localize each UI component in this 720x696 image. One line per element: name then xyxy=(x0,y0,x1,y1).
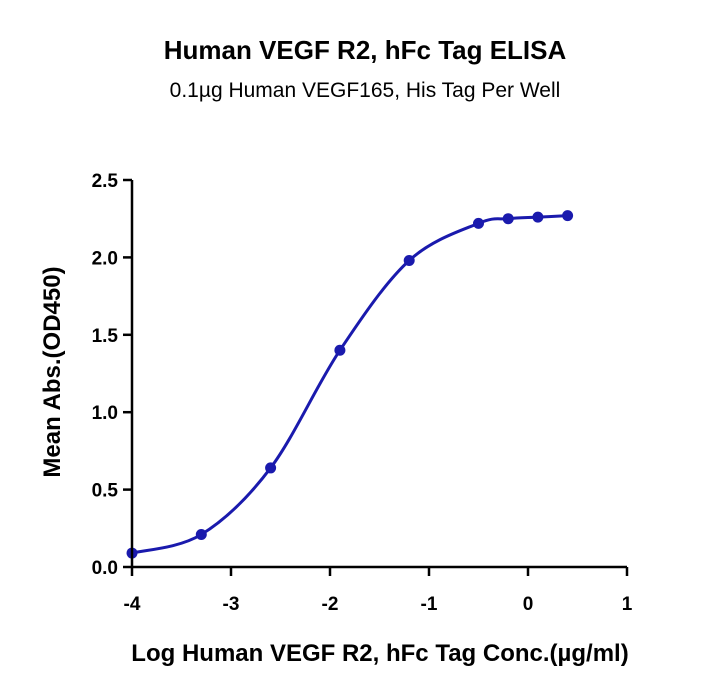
fit-curve xyxy=(131,214,568,555)
x-axis-ticks: -4 -3 -2 -1 0 1 xyxy=(124,567,633,615)
plot-area xyxy=(126,210,574,559)
data-points xyxy=(126,210,574,559)
x-tick-label: 1 xyxy=(622,594,633,615)
x-tick-label: -3 xyxy=(223,594,240,615)
y-tick-label: 2.0 xyxy=(92,248,118,269)
x-tick-label: -2 xyxy=(322,594,339,615)
chart-subtitle: 0.1µg Human VEGF165, His Tag Per Well xyxy=(170,79,561,102)
data-point xyxy=(265,462,277,474)
y-tick-label: 1.0 xyxy=(92,403,118,424)
data-point xyxy=(334,344,346,356)
y-axis-label: Mean Abs.(OD450) xyxy=(39,266,66,477)
axes: -4 -3 -2 -1 0 1 0.0 0.5 1.0 1.5 2.0 2.5 xyxy=(92,171,633,615)
y-tick-label: 0.0 xyxy=(92,558,118,579)
x-tick-label: -4 xyxy=(124,594,141,615)
chart-title: Human VEGF R2, hFc Tag ELISA xyxy=(164,35,567,65)
data-point xyxy=(473,217,484,229)
data-point xyxy=(562,210,574,222)
data-point xyxy=(502,213,514,225)
x-tick-label: -1 xyxy=(421,594,438,615)
y-axis-ticks: 0.0 0.5 1.0 1.5 2.0 2.5 xyxy=(92,171,132,579)
y-tick-label: 0.5 xyxy=(92,481,119,502)
y-tick-label: 1.5 xyxy=(92,326,119,347)
data-point xyxy=(195,528,207,540)
x-axis-label: Log Human VEGF R2, hFc Tag Conc.(µg/ml) xyxy=(131,640,628,667)
x-tick-label: 0 xyxy=(523,594,534,615)
y-tick-label: 2.5 xyxy=(92,171,119,192)
data-point xyxy=(532,211,544,223)
data-point xyxy=(403,254,415,266)
